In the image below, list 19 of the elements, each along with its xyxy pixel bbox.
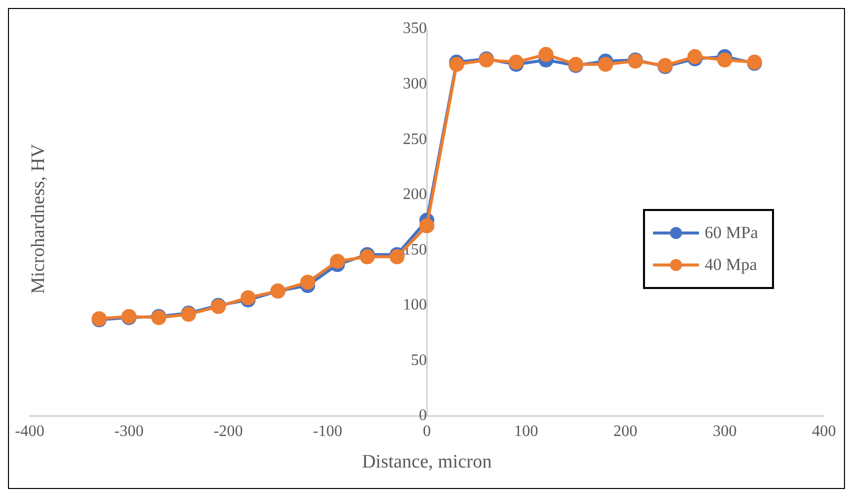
x-tick-label: 300 — [712, 422, 737, 440]
x-tick-label: 200 — [613, 422, 638, 440]
y-tick-label: 350 — [402, 20, 427, 38]
legend-label: 60 MPa — [704, 223, 758, 243]
x-tick-label: -200 — [214, 422, 243, 440]
y-tick-label: 100 — [402, 296, 427, 314]
y-tick-label: 200 — [402, 186, 427, 204]
x-tick-label: -100 — [312, 422, 342, 440]
x-tick-label: -300 — [114, 422, 144, 440]
y-tick-label: 0 — [418, 407, 427, 424]
y-tick-label: 300 — [402, 75, 427, 92]
y-tick-label: 250 — [402, 130, 427, 148]
x-tick-label: 100 — [514, 422, 538, 440]
y-axis-title: Microhardness, HV — [28, 144, 50, 294]
x-tick-label: 400 — [812, 422, 836, 440]
x-tick-label: -400 — [15, 422, 44, 440]
legend-label: 40 Mpa — [704, 255, 758, 275]
y-tick-label: 50 — [410, 352, 427, 369]
x-axis-title: Distance, micron — [362, 452, 492, 473]
